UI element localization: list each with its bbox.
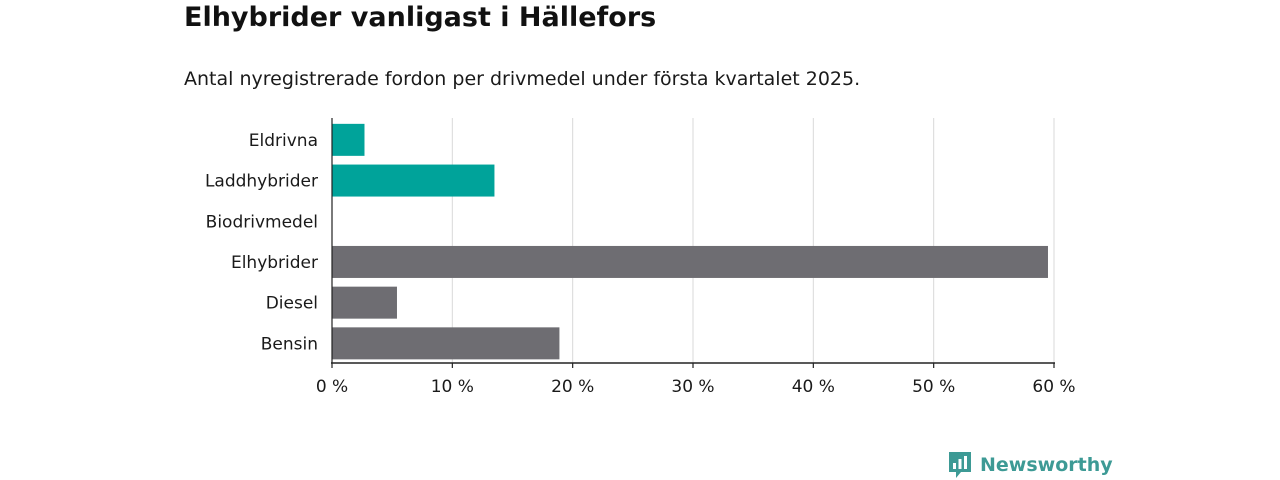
bar	[332, 245, 1048, 278]
x-tick-label: 20 %	[551, 377, 594, 397]
category-label: Eldrivna	[249, 131, 318, 151]
chart-title: Elhybrider vanligast i Hällefors	[184, 2, 657, 33]
x-tick-label: 50 %	[912, 377, 955, 397]
x-tick-label: 60 %	[1032, 377, 1075, 397]
bar	[332, 327, 560, 360]
x-tick-label: 0 %	[316, 377, 348, 397]
newsworthy-logo-icon	[949, 452, 971, 478]
bar	[332, 123, 365, 156]
chart-subtitle: Antal nyregistrerade fordon per drivmede…	[184, 68, 861, 90]
x-tick-label: 10 %	[431, 377, 474, 397]
bar	[332, 286, 397, 319]
bar	[332, 164, 495, 197]
category-label: Diesel	[266, 294, 318, 314]
category-label: Bensin	[261, 334, 318, 354]
category-label: Biodrivmedel	[206, 212, 318, 232]
category-label: Laddhybrider	[205, 172, 318, 192]
x-tick-label: 40 %	[792, 377, 835, 397]
brand-name: Newsworthy	[980, 454, 1113, 476]
x-tick-label: 30 %	[671, 377, 714, 397]
category-label: Elhybrider	[231, 253, 318, 273]
brand-logo: Newsworthy	[948, 450, 1113, 480]
